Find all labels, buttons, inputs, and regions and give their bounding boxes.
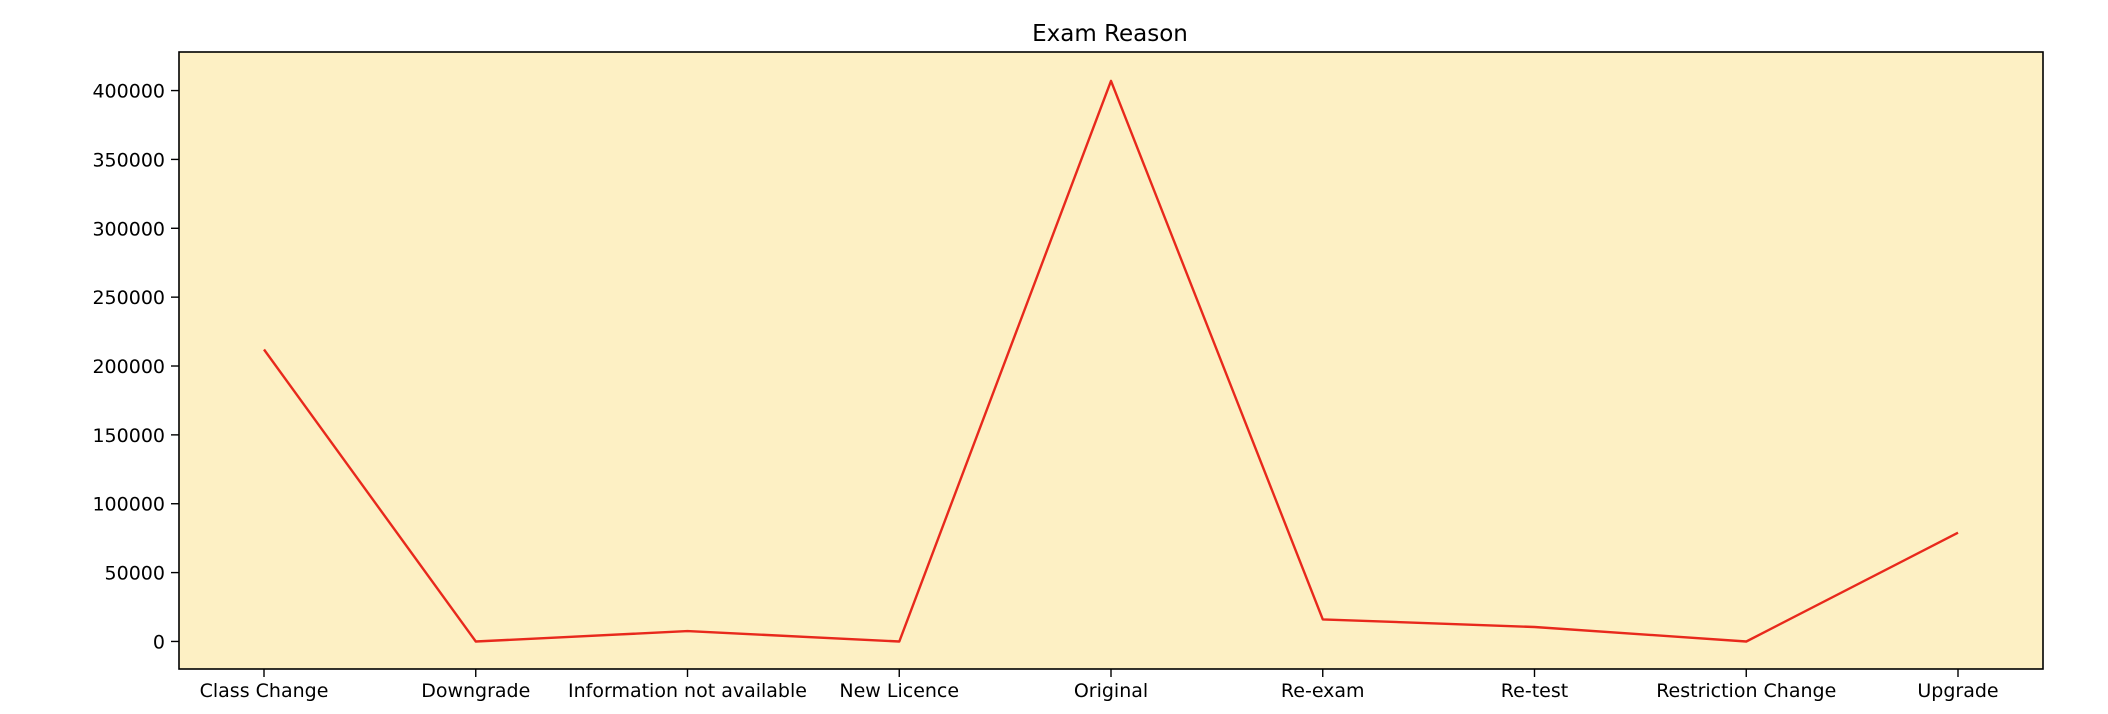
x-tick-label: Restriction Change (1656, 680, 1836, 702)
y-tick-label: 100000 (92, 494, 165, 516)
chart-title: Exam Reason (1032, 21, 1188, 47)
x-tick-label: Downgrade (421, 680, 530, 702)
x-axis: Class Change Downgrade Information not ava… (200, 669, 1999, 702)
x-tick-label: Re-test (1501, 680, 1568, 702)
series-line (263, 79, 1959, 643)
x-tick-label: Re-exam (1281, 680, 1365, 702)
x-tick-label: New Licence (839, 680, 959, 702)
x-tick-label: Class Change (200, 680, 329, 702)
x-tick-label: Information not available (568, 680, 807, 702)
y-tick-label: 50000 (105, 563, 165, 585)
plot-area (178, 51, 2044, 670)
y-axis: 0 50000 100000 150000 200000 250000 300000 3500… (92, 81, 179, 653)
y-tick-label: 200000 (92, 356, 165, 378)
y-tick-label: 350000 (92, 149, 165, 171)
x-tick-label: Original (1074, 680, 1148, 702)
y-tick-label: 150000 (92, 425, 165, 447)
x-tick-label: Upgrade (1917, 680, 1998, 702)
y-tick-label: 250000 (92, 287, 165, 309)
y-tick-label: 300000 (92, 218, 165, 240)
y-tick-label: 400000 (92, 81, 165, 103)
series-layer (263, 79, 1959, 643)
y-tick-label: 0 (153, 631, 165, 653)
